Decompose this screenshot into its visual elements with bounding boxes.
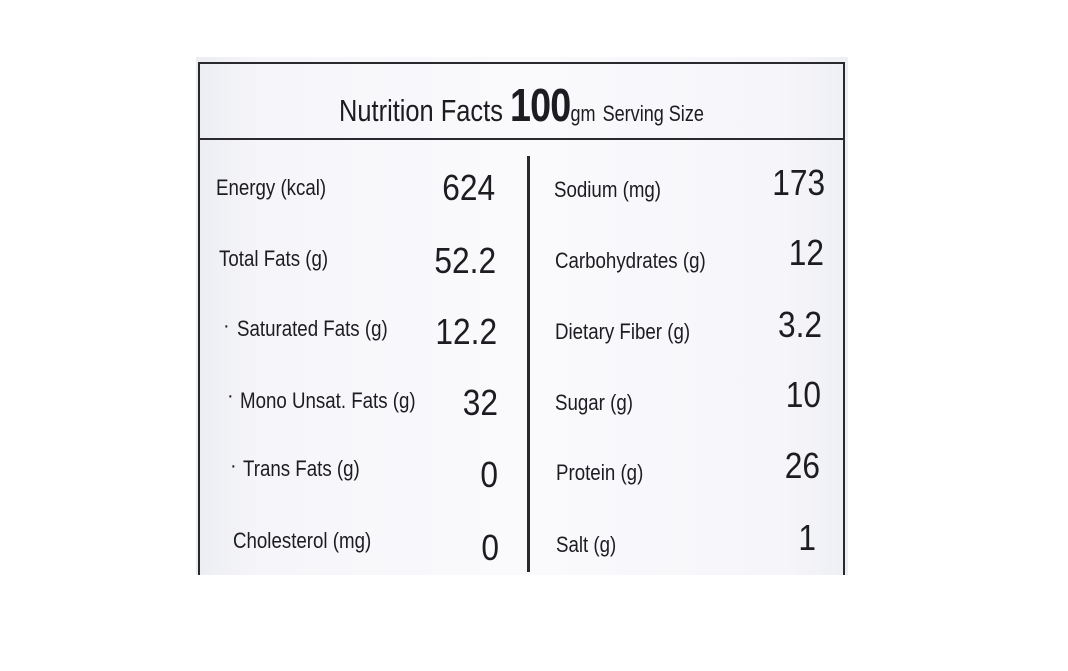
carbohydrates-value: 12 bbox=[788, 232, 824, 273]
cholesterol-label: Cholesterol (mg) bbox=[233, 528, 372, 553]
dietary-fiber-label: Dietary Fiber (g) bbox=[555, 319, 691, 344]
protein-value: 26 bbox=[784, 445, 820, 486]
sugar-value: 10 bbox=[785, 374, 821, 415]
saturated-fats-label: Saturated Fats (g) bbox=[237, 316, 388, 341]
sodium-value: 173 bbox=[772, 162, 825, 203]
mono-unsat-fats-label: Mono Unsat. Fats (g) bbox=[240, 388, 416, 413]
label-photo bbox=[196, 57, 848, 575]
carbohydrates-label: Carbohydrates (g) bbox=[555, 248, 706, 273]
dietary-fiber-value: 3.2 bbox=[777, 304, 822, 345]
energy-label: Energy (kcal) bbox=[216, 175, 327, 200]
nutrition-title: Nutrition Facts 100gm Serving Size bbox=[339, 78, 704, 132]
mono-unsat-fats-value: 32 bbox=[462, 382, 498, 423]
trans-fats-value: 0 bbox=[480, 454, 498, 495]
cholesterol-value: 0 bbox=[481, 527, 499, 568]
saturated-fats-value: 12.2 bbox=[435, 311, 497, 352]
salt-label: Salt (g) bbox=[556, 532, 617, 557]
serving-amount: 100 bbox=[510, 79, 571, 131]
trans-fats-label: Trans Fats (g) bbox=[243, 456, 360, 481]
title-text: Nutrition Facts bbox=[339, 93, 503, 128]
total-fats-label: Total Fats (g) bbox=[219, 246, 329, 271]
total-fats-value: 52.2 bbox=[434, 240, 496, 281]
serving-size-label: Serving Size bbox=[602, 101, 704, 126]
sub-item-marker: · bbox=[227, 385, 234, 407]
serving-unit: gm bbox=[570, 101, 596, 126]
nutrition-facts-panel: Nutrition Facts 100gm Serving Size Energ… bbox=[198, 62, 845, 575]
column-divider bbox=[527, 156, 530, 572]
protein-label: Protein (g) bbox=[556, 460, 644, 485]
salt-value: 1 bbox=[798, 517, 816, 558]
sodium-label: Sodium (mg) bbox=[554, 177, 662, 202]
sub-item-marker: · bbox=[230, 455, 237, 477]
sugar-label: Sugar (g) bbox=[555, 390, 633, 415]
sub-item-marker: · bbox=[223, 315, 230, 337]
nutrition-title-row: Nutrition Facts 100gm Serving Size bbox=[200, 64, 843, 140]
energy-value: 624 bbox=[442, 167, 495, 208]
